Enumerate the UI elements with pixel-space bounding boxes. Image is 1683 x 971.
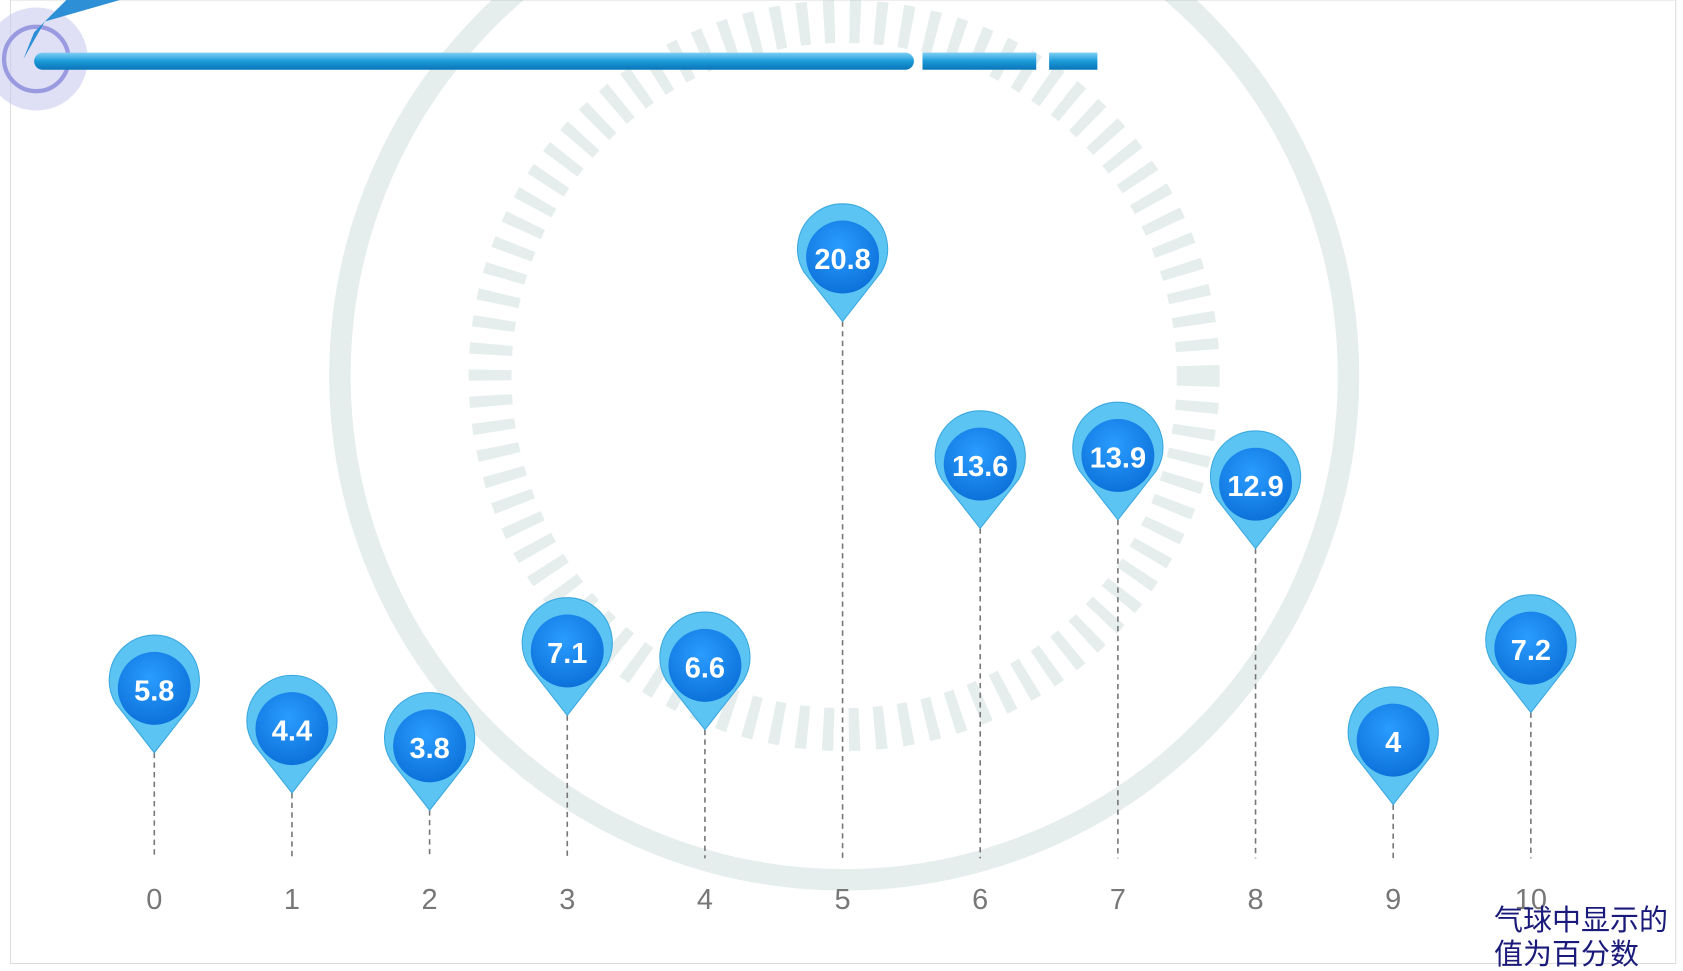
x-tick-label: 0 <box>146 884 162 916</box>
x-tick-label: 2 <box>422 884 438 916</box>
pin-ball <box>943 427 1017 501</box>
value-label: 6.6 <box>685 652 725 684</box>
annotation: 气球中显示的值为百分数 <box>1494 903 1669 971</box>
pin-ball <box>1219 447 1293 521</box>
pin <box>1210 430 1302 550</box>
x-tick-label: 8 <box>1247 884 1263 916</box>
value-label: 13.9 <box>1090 442 1146 474</box>
pin <box>797 203 889 323</box>
pin <box>108 634 200 754</box>
pin-ball <box>530 614 604 688</box>
pin <box>1485 594 1577 714</box>
value-label: 7.2 <box>1511 635 1551 667</box>
pin <box>659 611 751 731</box>
value-label: 3.8 <box>409 733 449 765</box>
pin-ball <box>1356 703 1430 777</box>
pin <box>246 674 338 794</box>
value-label: 13.6 <box>952 451 1008 483</box>
x-tick-label: 9 <box>1385 884 1401 916</box>
value-label: 20.8 <box>814 244 870 276</box>
x-tick-label: 3 <box>559 884 575 916</box>
value-label: 7.1 <box>547 638 587 670</box>
watermark <box>329 0 1360 891</box>
pin-ball <box>668 628 742 702</box>
pin <box>1072 401 1164 521</box>
value-label: 4 <box>1385 727 1401 759</box>
x-tick-label: 1 <box>284 884 300 916</box>
pin <box>1347 686 1439 806</box>
pin-ball <box>117 651 191 725</box>
pin-ball <box>393 709 467 783</box>
x-tick-label: 7 <box>1110 884 1126 916</box>
x-tick-label: 6 <box>972 884 988 916</box>
x-tick-label: 10 <box>1515 884 1547 916</box>
pin <box>934 410 1026 530</box>
pin-ball <box>1081 418 1155 492</box>
pin <box>521 597 613 717</box>
slide-frame <box>9 0 1677 965</box>
value-label: 12.9 <box>1227 471 1283 503</box>
pin-ball <box>1494 611 1568 685</box>
value-label: 4.4 <box>272 716 312 748</box>
value-label: 5.8 <box>134 675 174 707</box>
x-tick-label: 4 <box>697 884 713 916</box>
pin-ball <box>255 692 329 766</box>
pin-ball <box>806 220 880 294</box>
header-decoration <box>0 0 1098 111</box>
x-tick-label: 5 <box>835 884 851 916</box>
pin <box>384 692 476 812</box>
